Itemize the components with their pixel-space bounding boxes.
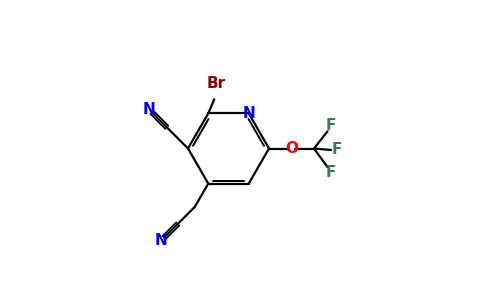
Text: N: N (242, 106, 255, 121)
Text: O: O (285, 141, 298, 156)
Text: N: N (155, 233, 167, 248)
Text: Br: Br (206, 76, 226, 91)
Text: N: N (143, 102, 156, 117)
Text: F: F (325, 165, 336, 180)
Text: F: F (332, 142, 342, 158)
Text: F: F (325, 118, 336, 134)
